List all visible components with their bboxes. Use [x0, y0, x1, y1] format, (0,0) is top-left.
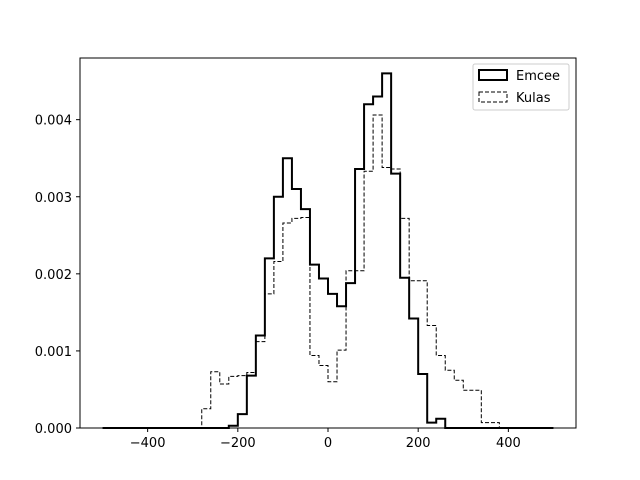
histogram-series-emcee [102, 72, 554, 429]
y-tick-label: 0.004 [35, 114, 72, 129]
legend-box [472, 63, 570, 111]
y-tick-label: 0.001 [35, 345, 72, 360]
legend: Emcee Kulas [472, 63, 570, 111]
x-tick-label: −200 [220, 436, 256, 451]
series-layer [102, 72, 554, 429]
legend-label-emcee: Emcee [516, 69, 560, 84]
y-tick-label: 0.003 [35, 191, 72, 206]
x-tick-label: 400 [496, 436, 521, 451]
x-axis: −400 −200 0 200 400 [130, 428, 521, 451]
y-tick-label: 0.002 [35, 268, 72, 283]
legend-label-kulas: Kulas [516, 91, 551, 106]
y-tick-label: 0.000 [35, 422, 72, 437]
legend-swatch-kulas [478, 91, 508, 103]
x-tick-label: 0 [324, 436, 332, 451]
y-axis: 0.000 0.001 0.002 0.003 0.004 [35, 114, 80, 437]
x-tick-label: 200 [406, 436, 431, 451]
x-tick-label: −400 [130, 436, 166, 451]
histogram-series-kulas [102, 114, 554, 429]
legend-swatch-emcee [478, 69, 508, 81]
